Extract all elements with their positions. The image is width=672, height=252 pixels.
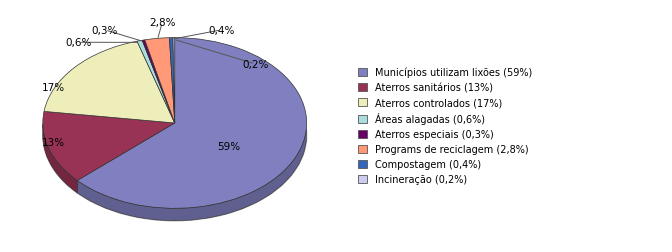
Polygon shape <box>43 125 77 193</box>
Text: 0,4%: 0,4% <box>208 26 235 36</box>
Wedge shape <box>142 41 175 123</box>
Text: 0,2%: 0,2% <box>242 60 269 70</box>
Text: 13%: 13% <box>42 137 65 147</box>
Text: 17%: 17% <box>42 83 65 93</box>
Text: 59%: 59% <box>218 142 241 152</box>
Text: 2,8%: 2,8% <box>149 18 175 28</box>
Text: 0,6%: 0,6% <box>65 38 91 48</box>
Ellipse shape <box>43 51 306 221</box>
Wedge shape <box>137 41 175 123</box>
Wedge shape <box>144 39 175 123</box>
Text: 0,3%: 0,3% <box>91 26 118 36</box>
Wedge shape <box>44 42 175 123</box>
Legend: Municípios utilizam lixões (59%), Aterros sanitários (13%), Aterros controlados : Municípios utilizam lixões (59%), Aterro… <box>358 67 532 185</box>
Wedge shape <box>43 112 175 181</box>
Wedge shape <box>77 39 306 208</box>
Polygon shape <box>77 130 306 221</box>
Wedge shape <box>173 39 175 123</box>
Wedge shape <box>169 39 175 123</box>
